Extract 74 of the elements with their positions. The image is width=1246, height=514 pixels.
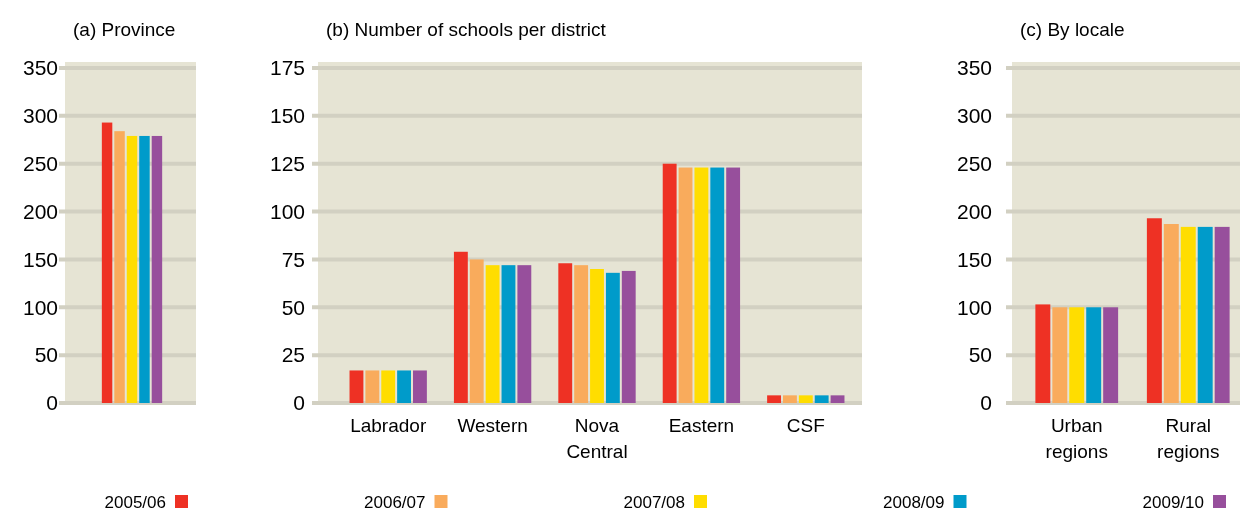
bar <box>558 263 573 403</box>
x-tick-label: Eastern <box>668 415 735 436</box>
bar <box>783 395 797 403</box>
bar <box>517 265 532 403</box>
bar <box>1146 218 1162 403</box>
y-tick-label: 250 <box>956 152 992 176</box>
y-tick-label: 250 <box>22 152 58 176</box>
bar <box>501 265 516 403</box>
bar <box>1086 307 1102 403</box>
legend-label: 2009/10 <box>1142 493 1204 512</box>
bar <box>1069 307 1085 403</box>
bar <box>1180 226 1196 403</box>
y-tick-label: 125 <box>269 152 305 176</box>
bar <box>485 265 500 403</box>
bar <box>1214 226 1230 403</box>
y-tick-label: 100 <box>269 199 305 223</box>
y-tick-label: 300 <box>956 104 992 128</box>
x-tick-label: Rural regions <box>1157 415 1220 462</box>
bar <box>814 395 829 403</box>
bar <box>678 167 693 403</box>
bar <box>349 370 364 403</box>
y-tick-label: 175 <box>269 56 305 80</box>
bar <box>830 395 845 403</box>
y-tick-label: 100 <box>956 295 992 319</box>
y-tick-label: 0 <box>980 391 992 415</box>
y-tick-label: 150 <box>22 247 58 271</box>
x-tick-label: Western <box>457 415 528 436</box>
legend-label: 2006/07 <box>364 493 426 512</box>
x-tick-label: Nova Central <box>566 415 628 462</box>
y-tick-label: 200 <box>22 199 58 223</box>
bar <box>726 167 741 403</box>
bar <box>694 167 709 403</box>
legend-label: 2008/09 <box>883 493 945 512</box>
x-tick-label: Urban regions <box>1045 415 1108 462</box>
bar <box>1103 307 1119 403</box>
bar <box>469 259 484 403</box>
bar <box>1197 226 1213 403</box>
bar <box>767 395 781 403</box>
bar <box>1035 304 1051 403</box>
bar <box>397 370 411 403</box>
bar <box>1052 307 1068 403</box>
bar <box>381 370 396 403</box>
bar <box>662 163 677 403</box>
y-tick-label: 0 <box>293 391 305 415</box>
y-tick-label: 50 <box>281 295 305 319</box>
bar <box>798 395 813 403</box>
y-tick-label: 200 <box>956 199 992 223</box>
y-tick-label: 100 <box>22 295 58 319</box>
legend-label: 2005/06 <box>104 493 166 512</box>
chart-title: (a) Province <box>73 19 176 40</box>
bar <box>621 270 636 403</box>
y-tick-label: 350 <box>22 56 58 80</box>
bar <box>605 272 620 403</box>
y-tick-label: 75 <box>281 247 305 271</box>
y-tick-label: 350 <box>956 56 992 80</box>
bar <box>413 370 427 403</box>
bar <box>1163 224 1179 403</box>
x-tick-label: Labrador <box>350 415 427 436</box>
legend-label: 2007/08 <box>623 493 685 512</box>
y-tick-label: 150 <box>269 104 305 128</box>
y-tick-label: 300 <box>22 104 58 128</box>
chart-title: (b) Number of schools per district <box>326 19 607 40</box>
bar <box>453 251 468 403</box>
bar <box>574 265 589 403</box>
bar <box>365 370 380 403</box>
y-tick-label: 25 <box>281 343 305 367</box>
bar <box>710 167 725 403</box>
y-tick-label: 0 <box>46 391 58 415</box>
bar <box>590 269 604 403</box>
y-tick-label: 50 <box>968 343 992 367</box>
chart-title: (c) By locale <box>1020 19 1125 40</box>
y-tick-label: 150 <box>956 247 992 271</box>
y-tick-label: 50 <box>34 343 58 367</box>
x-tick-label: CSF <box>786 415 825 436</box>
